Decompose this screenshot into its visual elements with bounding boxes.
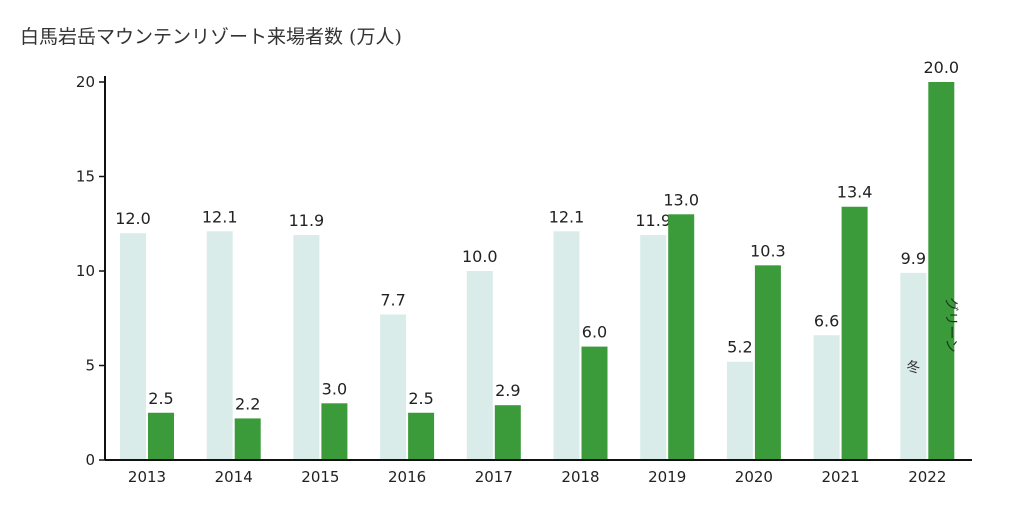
series-label-winter: 冬 <box>906 360 920 376</box>
data-label: 12.1 <box>202 207 238 226</box>
data-label: 6.0 <box>582 323 607 342</box>
x-tick-label: 2013 <box>128 468 166 486</box>
bar-green <box>668 214 695 460</box>
data-label: 3.0 <box>322 379 347 398</box>
x-tick-label: 2016 <box>388 468 426 486</box>
bar-green <box>754 265 781 460</box>
data-label: 20.0 <box>923 58 959 77</box>
data-label: 12.1 <box>549 207 585 226</box>
data-label: 12.0 <box>115 209 151 228</box>
x-tick-label: 2022 <box>908 468 946 486</box>
bar-winter <box>120 233 146 460</box>
data-label: 2.5 <box>408 389 433 408</box>
data-label: 10.0 <box>462 247 498 266</box>
data-label: 11.9 <box>289 211 325 230</box>
series-label-green: グリーン <box>942 297 958 352</box>
bar-green <box>148 412 174 460</box>
bar-winter <box>293 235 320 460</box>
x-tick-label: 2015 <box>301 468 339 486</box>
x-tick-label: 2018 <box>561 468 599 486</box>
data-label: 11.9 <box>635 211 671 230</box>
data-label: 10.3 <box>750 241 786 260</box>
y-tick-label: 15 <box>76 168 95 186</box>
data-label: 2.9 <box>495 381 520 400</box>
data-label: 2.5 <box>148 389 173 408</box>
bar-winter <box>900 272 927 460</box>
bar-green <box>581 346 608 460</box>
y-tick-label: 0 <box>85 451 95 469</box>
bar-winter <box>640 235 667 460</box>
bar-green <box>928 82 955 460</box>
bar-green <box>841 206 868 460</box>
data-label: 13.4 <box>837 183 873 202</box>
data-label: 2.2 <box>235 394 260 413</box>
y-tick-label: 5 <box>85 357 95 375</box>
bar-winter <box>206 231 233 460</box>
data-label: 6.6 <box>814 311 839 330</box>
data-label: 7.7 <box>380 290 405 309</box>
chart-title: 白馬岩岳マウンテンリゾート来場者数 (万人) <box>20 26 402 48</box>
data-label: 13.0 <box>663 190 699 209</box>
bar-green <box>234 418 261 460</box>
bar-green <box>408 412 435 460</box>
x-tick-label: 2021 <box>822 468 860 486</box>
y-tick-label: 10 <box>76 262 95 280</box>
y-tick-label: 20 <box>76 73 95 91</box>
x-tick-label: 2017 <box>475 468 513 486</box>
x-tick-label: 2020 <box>735 468 773 486</box>
x-tick-label: 2014 <box>215 468 253 486</box>
bar-green <box>321 403 348 460</box>
bar-winter <box>466 271 493 460</box>
data-label: 5.2 <box>727 338 752 357</box>
bar-winter <box>380 314 407 460</box>
bar-winter <box>813 335 840 460</box>
bar-winter <box>553 231 580 460</box>
x-tick-label: 2019 <box>648 468 686 486</box>
data-label: 9.9 <box>901 249 926 268</box>
bar-green <box>494 405 521 460</box>
bar-winter <box>726 361 753 460</box>
